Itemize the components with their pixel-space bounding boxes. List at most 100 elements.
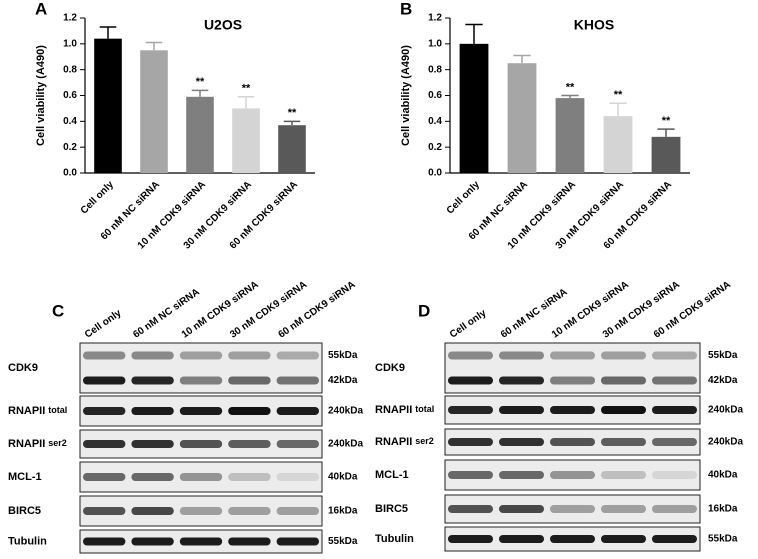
- band: [550, 376, 595, 385]
- y-tick-label: 1.2: [63, 13, 77, 24]
- bar: [140, 50, 168, 173]
- band: [276, 376, 319, 385]
- row-label: Tubulin: [375, 533, 414, 545]
- y-tick-label: 1.0: [428, 38, 442, 49]
- band: [448, 535, 493, 543]
- band: [179, 507, 223, 515]
- band: [228, 440, 271, 448]
- band: [228, 473, 271, 481]
- band: [652, 471, 697, 479]
- size-label: 16kDa: [328, 506, 358, 517]
- band: [131, 507, 174, 515]
- row-label-main: CDK9: [375, 362, 405, 374]
- row-label: MCL-1: [375, 469, 409, 481]
- panel-label: A: [35, 0, 47, 18]
- band: [131, 376, 174, 385]
- significance: **: [566, 81, 575, 93]
- y-tick-label: 0.8: [63, 64, 77, 75]
- row-label-sub: total: [48, 405, 67, 415]
- band: [652, 406, 697, 414]
- band: [131, 537, 174, 546]
- band: [131, 473, 174, 481]
- band: [652, 376, 697, 385]
- y-tick-label: 0.4: [428, 116, 442, 127]
- row-label-main: CDK9: [8, 362, 38, 374]
- band: [448, 505, 493, 513]
- band: [652, 351, 697, 360]
- bar: [232, 108, 260, 173]
- chart-title: U2OS: [204, 17, 242, 33]
- significance: **: [614, 89, 623, 101]
- band: [83, 507, 126, 515]
- band: [601, 471, 646, 479]
- band: [601, 535, 646, 543]
- x-tick-label: Cell only: [445, 179, 483, 217]
- size-label: 55kDa: [328, 536, 358, 547]
- y-axis-label: Cell viability (A490): [35, 45, 47, 146]
- band: [499, 406, 544, 414]
- band: [83, 376, 126, 385]
- row-label: BIRC5: [375, 503, 408, 515]
- band: [448, 406, 493, 414]
- band: [276, 440, 319, 448]
- band: [228, 407, 271, 415]
- y-axis-label: Cell viability (A490): [400, 45, 412, 146]
- band: [228, 376, 271, 385]
- band: [83, 537, 126, 546]
- row-label-main: Tubulin: [8, 535, 47, 547]
- band: [448, 376, 493, 385]
- size-label: 240kDa: [708, 405, 743, 416]
- row-label-sub: ser2: [415, 436, 434, 446]
- size-label: 40kDa: [708, 470, 738, 481]
- band: [499, 351, 544, 360]
- row-label-main: BIRC5: [8, 505, 41, 517]
- band: [652, 438, 697, 446]
- band: [601, 505, 646, 513]
- row-label-sub: ser2: [48, 438, 67, 448]
- band: [499, 535, 544, 543]
- row-label: RNAPII ser2: [8, 438, 67, 450]
- row-label-sub: total: [415, 404, 434, 414]
- y-tick-label: 1.0: [63, 38, 77, 49]
- band: [131, 351, 174, 360]
- lane-label: Cell only: [83, 307, 124, 340]
- row-label-main: BIRC5: [375, 503, 408, 515]
- band: [601, 438, 646, 446]
- panel-label: D: [418, 301, 430, 320]
- band: [83, 440, 126, 448]
- band: [83, 351, 126, 360]
- band: [276, 407, 319, 415]
- bar: [459, 43, 489, 174]
- x-tick-label: Cell only: [79, 179, 117, 217]
- band: [448, 471, 493, 479]
- lane-label: Cell only: [448, 307, 489, 340]
- band: [550, 471, 595, 479]
- row-label: RNAPII total: [8, 405, 67, 417]
- y-tick-label: 1.2: [428, 13, 442, 24]
- blot-strip: [79, 342, 323, 394]
- bar: [94, 38, 122, 173]
- row-label-main: Tubulin: [375, 533, 414, 545]
- bar: [603, 116, 633, 173]
- panel-label: B: [400, 0, 412, 18]
- y-tick-label: 0.8: [428, 64, 442, 75]
- significance: **: [242, 83, 251, 95]
- row-label: CDK9: [375, 362, 405, 374]
- row-label-main: MCL-1: [375, 469, 409, 481]
- row-label: RNAPII total: [375, 404, 434, 416]
- y-tick-label: 0.0: [63, 168, 77, 179]
- y-tick-label: 0.4: [63, 116, 77, 127]
- band: [276, 351, 319, 360]
- band: [448, 438, 493, 446]
- band: [550, 535, 595, 543]
- band: [179, 537, 223, 546]
- significance: **: [662, 115, 671, 127]
- band: [179, 376, 223, 385]
- panel-label: C: [52, 301, 64, 320]
- row-label: Tubulin: [8, 535, 47, 547]
- row-label-main: MCL-1: [8, 471, 42, 483]
- y-tick-label: 0.0: [428, 168, 442, 179]
- bar: [507, 63, 537, 174]
- band: [550, 438, 595, 446]
